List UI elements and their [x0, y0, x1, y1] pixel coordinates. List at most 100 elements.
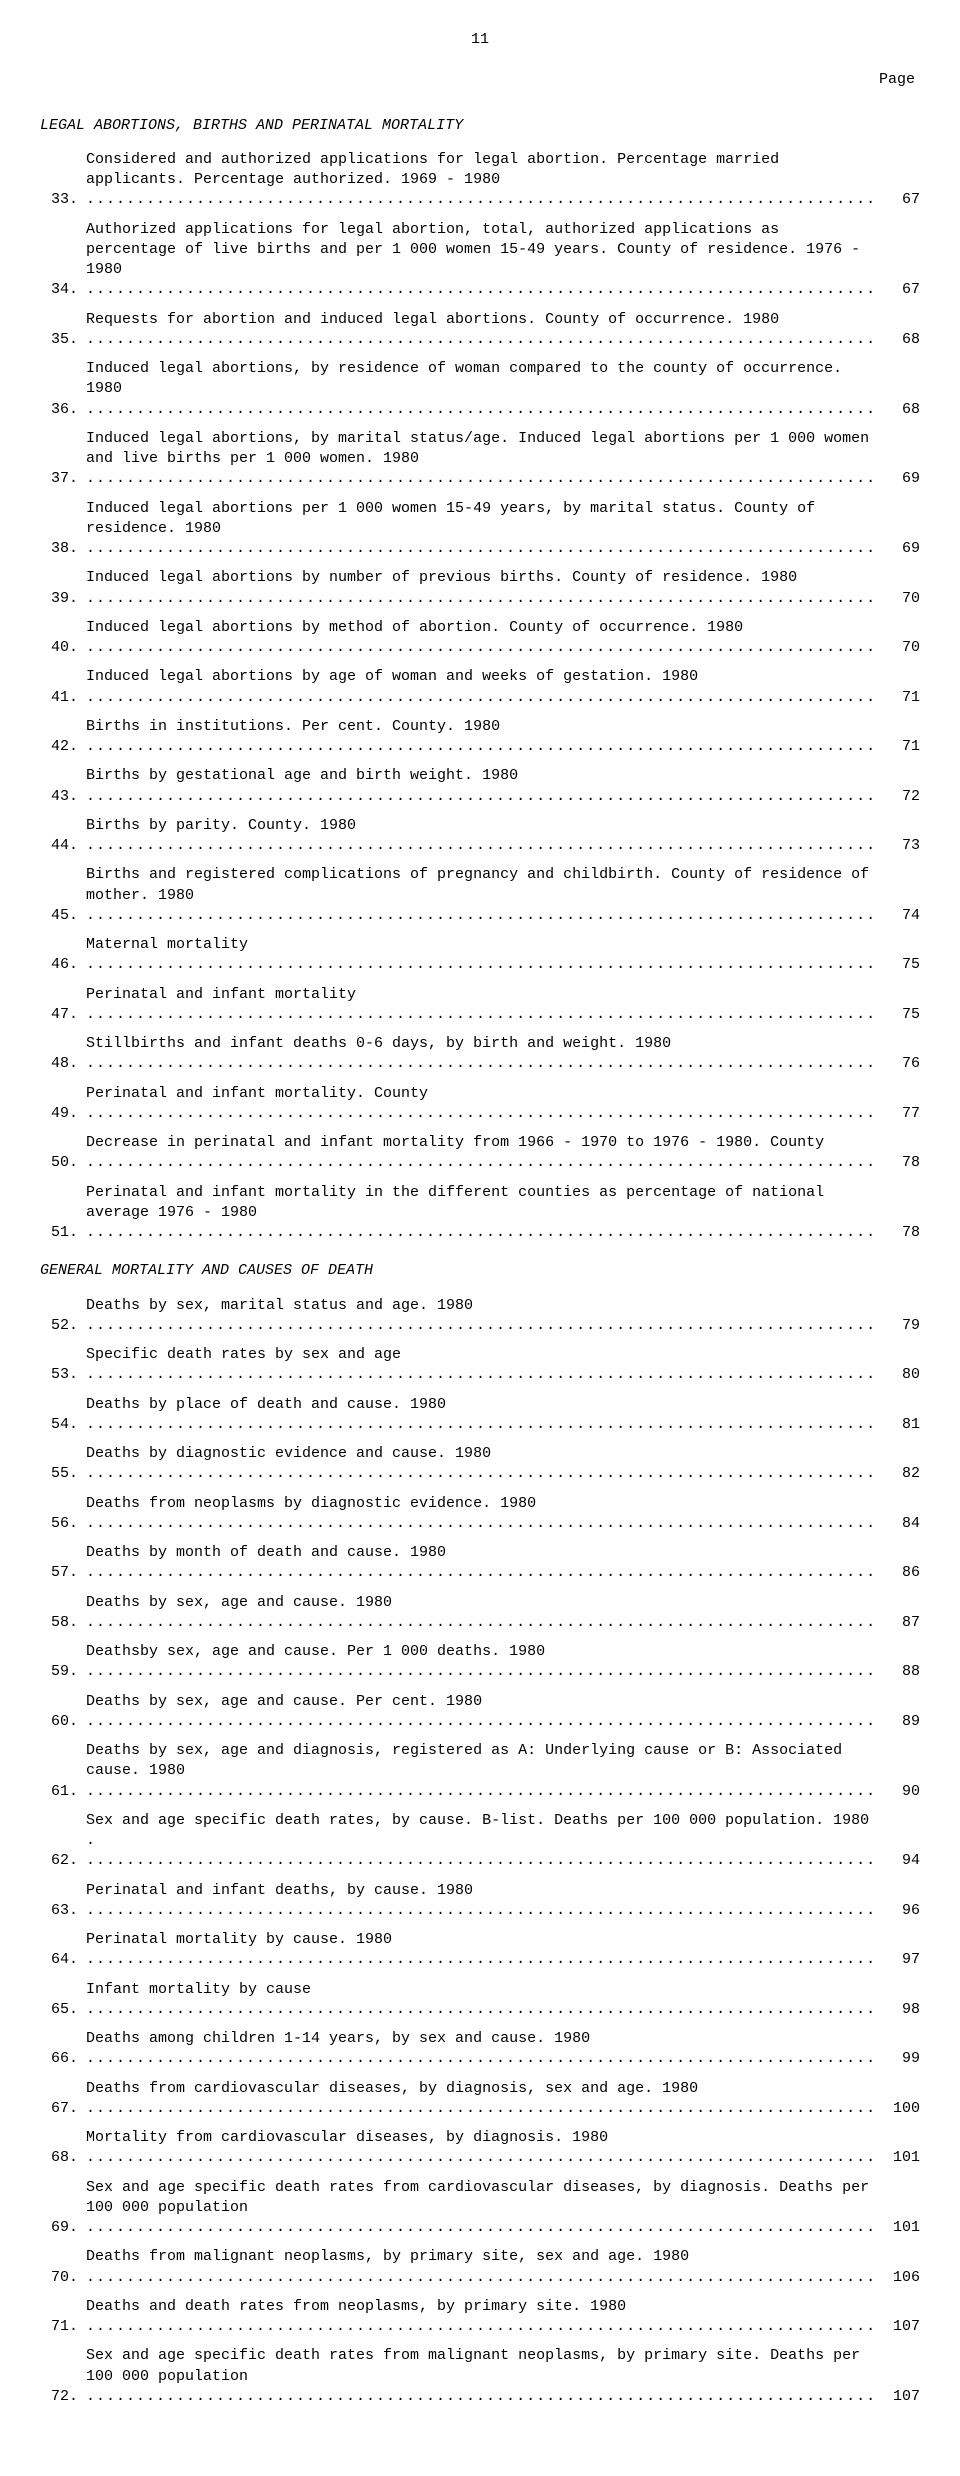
toc-entry-text: Mortality from cardiovascular diseases, …	[86, 2128, 872, 2169]
toc-entry-page: 79	[872, 1316, 920, 1336]
toc-row: 33.Considered and authorized application…	[40, 150, 920, 211]
page-label: Page	[40, 70, 920, 90]
toc-entry-number: 63.	[40, 1901, 86, 1921]
toc-entry-text: Induced legal abortions, by marital stat…	[86, 429, 872, 490]
toc-entry-page: 67	[872, 190, 920, 210]
toc-row: 68.Mortality from cardiovascular disease…	[40, 2128, 920, 2169]
toc-entry-page: 89	[872, 1712, 920, 1732]
toc-row: 59.Deathsby sex, age and cause. Per 1 00…	[40, 1642, 920, 1683]
toc-entry-text: Induced legal abortions per 1 000 women …	[86, 499, 872, 560]
toc-row: 48.Stillbirths and infant deaths 0-6 day…	[40, 1034, 920, 1075]
toc-entry-number: 47.	[40, 1005, 86, 1025]
toc-entry-page: 77	[872, 1104, 920, 1124]
toc-row: 43.Births by gestational age and birth w…	[40, 766, 920, 807]
toc-row: 36.Induced legal abortions, by residence…	[40, 359, 920, 420]
toc-row: 45.Births and registered complications o…	[40, 865, 920, 926]
toc-entry-number: 36.	[40, 400, 86, 420]
toc-row: 44.Births by parity. County. 198073	[40, 816, 920, 857]
toc-entry-page: 78	[872, 1223, 920, 1243]
toc-entry-text: Perinatal mortality by cause. 1980	[86, 1930, 872, 1971]
toc-entry-number: 66.	[40, 2049, 86, 2069]
toc-entry-number: 45.	[40, 906, 86, 926]
toc-entry-page: 71	[872, 688, 920, 708]
toc-entry-number: 61.	[40, 1782, 86, 1802]
toc-entry-number: 62.	[40, 1851, 86, 1871]
toc-entry-text: Maternal mortality	[86, 935, 872, 976]
toc-entry-number: 42.	[40, 737, 86, 757]
toc-entry-number: 51.	[40, 1223, 86, 1243]
toc-entry-page: 99	[872, 2049, 920, 2069]
toc-entry-number: 65.	[40, 2000, 86, 2020]
toc-row: 62.Sex and age specific death rates, by …	[40, 1811, 920, 1872]
toc-entry-number: 41.	[40, 688, 86, 708]
toc-row: 65.Infant mortality by cause98	[40, 1980, 920, 2021]
toc-entry-page: 75	[872, 1005, 920, 1025]
toc-entry-page: 72	[872, 787, 920, 807]
toc-row: 63.Perinatal and infant deaths, by cause…	[40, 1881, 920, 1922]
toc-entry-number: 68.	[40, 2148, 86, 2168]
toc-entry-page: 88	[872, 1662, 920, 1682]
toc-entry-number: 71.	[40, 2317, 86, 2337]
toc-entry-page: 70	[872, 589, 920, 609]
toc-entry-page: 96	[872, 1901, 920, 1921]
toc-entry-text: Births in institutions. Per cent. County…	[86, 717, 872, 758]
toc-entry-text: Deaths by sex, age and cause. 1980	[86, 1593, 872, 1634]
toc-entry-text: Births by parity. County. 1980	[86, 816, 872, 857]
toc-entry-page: 75	[872, 955, 920, 975]
toc-entry-text: Specific death rates by sex and age	[86, 1345, 872, 1386]
toc-row: 66.Deaths among children 1-14 years, by …	[40, 2029, 920, 2070]
toc-row: 49.Perinatal and infant mortality. Count…	[40, 1084, 920, 1125]
toc-row: 57.Deaths by month of death and cause. 1…	[40, 1543, 920, 1584]
toc-entry-number: 58.	[40, 1613, 86, 1633]
toc-entry-text: Deaths by month of death and cause. 1980	[86, 1543, 872, 1584]
toc-row: 37.Induced legal abortions, by marital s…	[40, 429, 920, 490]
toc-entry-text: Deathsby sex, age and cause. Per 1 000 d…	[86, 1642, 872, 1683]
toc-entry-text: Considered and authorized applications f…	[86, 150, 872, 211]
toc-entry-text: Authorized applications for legal aborti…	[86, 220, 872, 301]
toc-entry-text: Requests for abortion and induced legal …	[86, 310, 872, 351]
toc-entry-text: Births and registered complications of p…	[86, 865, 872, 926]
toc-row: 46.Maternal mortality75	[40, 935, 920, 976]
toc-entry-page: 82	[872, 1464, 920, 1484]
toc-entry-page: 106	[872, 2268, 920, 2288]
toc-entry-page: 71	[872, 737, 920, 757]
toc-row: 47.Perinatal and infant mortality75	[40, 985, 920, 1026]
toc-entry-text: Perinatal and infant mortality. County	[86, 1084, 872, 1125]
toc-entry-text: Infant mortality by cause	[86, 1980, 872, 2021]
toc-row: 60.Deaths by sex, age and cause. Per cen…	[40, 1692, 920, 1733]
toc-row: 54.Deaths by place of death and cause. 1…	[40, 1395, 920, 1436]
toc-row: 58.Deaths by sex, age and cause. 198087	[40, 1593, 920, 1634]
toc-entry-page: 87	[872, 1613, 920, 1633]
toc-entry-text: Induced legal abortions by method of abo…	[86, 618, 872, 659]
toc-entry-number: 56.	[40, 1514, 86, 1534]
section-heading: LEGAL ABORTIONS, BIRTHS AND PERINATAL MO…	[40, 116, 920, 136]
toc-entry-page: 81	[872, 1415, 920, 1435]
toc-entry-text: Deaths by sex, age and cause. Per cent. …	[86, 1692, 872, 1733]
toc-row: 34.Authorized applications for legal abo…	[40, 220, 920, 301]
toc-row: 61.Deaths by sex, age and diagnosis, reg…	[40, 1741, 920, 1802]
toc-row: 51.Perinatal and infant mortality in the…	[40, 1183, 920, 1244]
toc-entry-page: 90	[872, 1782, 920, 1802]
toc-entry-page: 94	[872, 1851, 920, 1871]
toc-entry-text: Sex and age specific death rates from ma…	[86, 2346, 872, 2407]
toc-entry-page: 76	[872, 1054, 920, 1074]
toc-entry-text: Induced legal abortions by number of pre…	[86, 568, 872, 609]
toc-entry-page: 107	[872, 2387, 920, 2407]
toc-entry-number: 59.	[40, 1662, 86, 1682]
toc-entry-number: 40.	[40, 638, 86, 658]
toc-entry-page: 101	[872, 2148, 920, 2168]
toc-entry-number: 43.	[40, 787, 86, 807]
toc-entry-text: Sex and age specific death rates from ca…	[86, 2178, 872, 2239]
toc-entry-number: 57.	[40, 1563, 86, 1583]
toc-entry-number: 54.	[40, 1415, 86, 1435]
toc-entry-page: 67	[872, 280, 920, 300]
toc-row: 39.Induced legal abortions by number of …	[40, 568, 920, 609]
toc-entry-number: 46.	[40, 955, 86, 975]
toc-entry-number: 39.	[40, 589, 86, 609]
toc-entry-number: 53.	[40, 1365, 86, 1385]
toc-entry-number: 70.	[40, 2268, 86, 2288]
toc-entry-page: 80	[872, 1365, 920, 1385]
toc-entry-number: 67.	[40, 2099, 86, 2119]
toc-entry-number: 48.	[40, 1054, 86, 1074]
toc-row: 67.Deaths from cardiovascular diseases, …	[40, 2079, 920, 2120]
